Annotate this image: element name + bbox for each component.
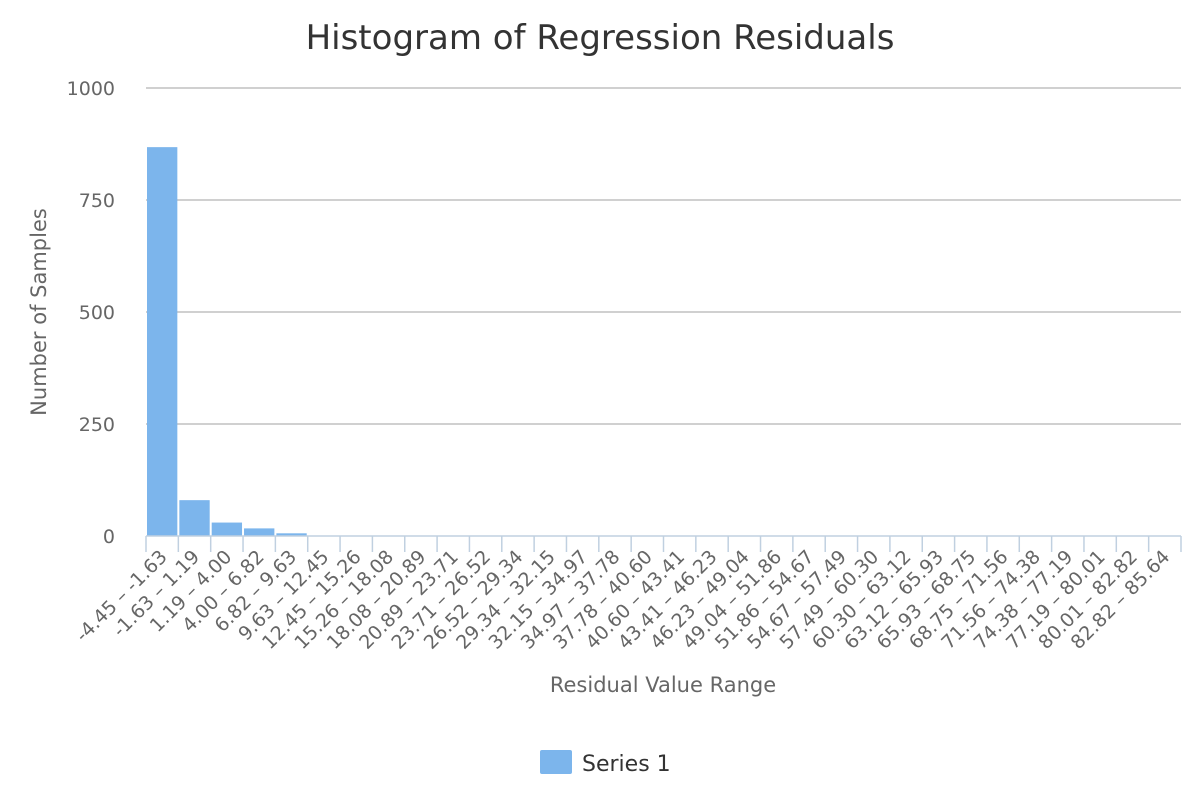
y-axis-ticks: 0 250 500 750 1000 <box>67 78 115 548</box>
x-axis-ticks: -4.45 – -1.63-1.63 – 1.191.19 – 4.004.00… <box>71 536 1182 654</box>
bar[interactable] <box>147 147 178 537</box>
legend-swatch <box>540 750 572 774</box>
y-tick-label: 250 <box>79 414 115 436</box>
bar[interactable] <box>276 533 307 536</box>
y-axis-label: Number of Samples <box>27 208 51 416</box>
gridlines <box>146 87 1181 425</box>
legend-label: Series 1 <box>582 752 671 777</box>
x-axis-label: Residual Value Range <box>550 673 776 697</box>
y-tick-label: 750 <box>79 190 115 212</box>
bar[interactable] <box>244 528 275 536</box>
bar[interactable] <box>211 522 243 536</box>
y-tick-label: 1000 <box>67 78 115 100</box>
bars <box>147 147 307 537</box>
chart-title: Histogram of Regression Residuals <box>306 18 895 58</box>
bar[interactable] <box>179 500 210 536</box>
y-tick-label: 0 <box>103 526 115 548</box>
legend[interactable]: Series 1 <box>540 750 671 777</box>
y-tick-label: 500 <box>79 302 115 324</box>
